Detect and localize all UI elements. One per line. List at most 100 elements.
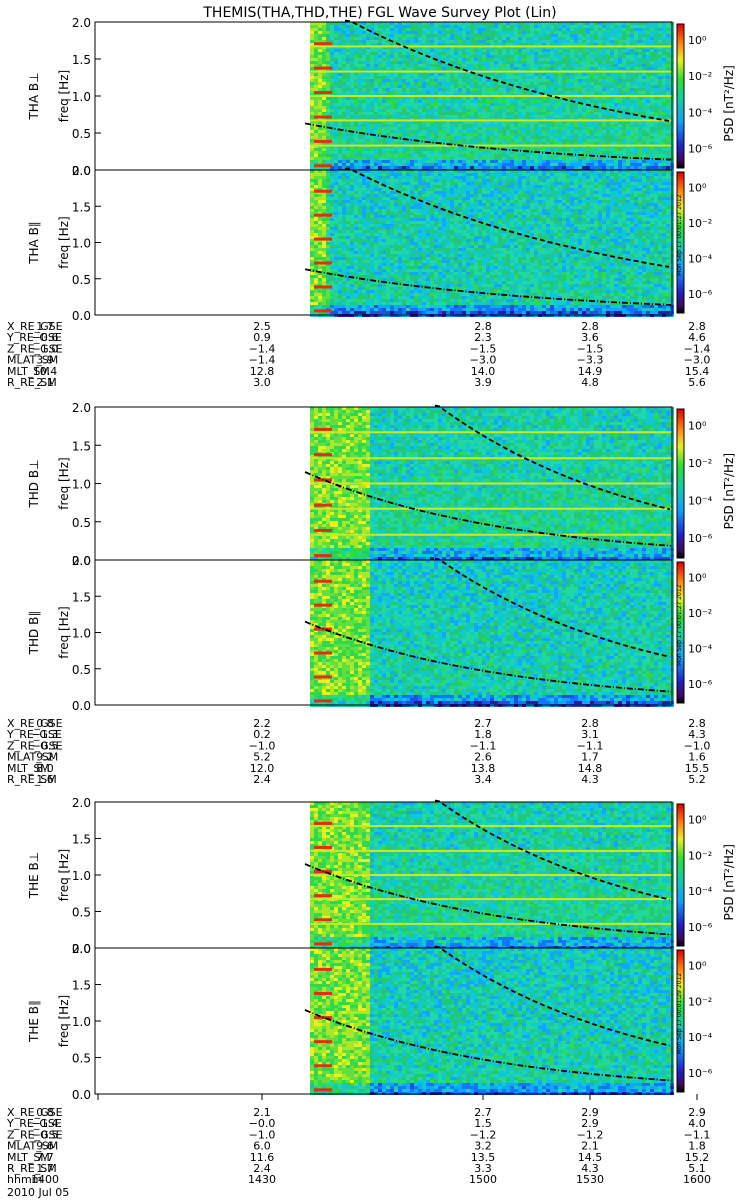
spectrogram-cell — [482, 46, 486, 49]
spectrogram-cell — [362, 52, 366, 55]
spectrogram-cell — [530, 79, 534, 82]
spectrogram-cell — [318, 203, 322, 206]
spectrogram-cell — [478, 85, 482, 88]
spectrogram-cell — [650, 31, 654, 34]
spectrogram-cell — [334, 233, 338, 236]
spectrogram-cell — [514, 46, 518, 49]
spectrogram-cell — [610, 100, 614, 103]
spectrogram-cell — [338, 302, 342, 305]
spectrogram-cell — [494, 28, 498, 31]
spectrogram-cell — [602, 124, 606, 127]
spectrogram-cell — [554, 115, 558, 118]
spectrogram-cell — [406, 100, 410, 103]
spectrogram-cell — [334, 166, 338, 169]
spectrogram-cell — [450, 124, 454, 127]
spectrogram-cell — [342, 100, 346, 103]
spectrogram-cell — [314, 251, 318, 254]
spectrogram-cell — [374, 124, 378, 127]
spectrogram-cell — [358, 79, 362, 82]
spectrogram-cell — [346, 52, 350, 55]
spectrogram-cell — [462, 25, 466, 28]
spectrogram-cell — [570, 25, 574, 28]
spectrogram-cell — [350, 91, 354, 94]
colorbar-tick-label: 10⁻⁶ — [688, 143, 713, 156]
spectrogram-cell — [398, 79, 402, 82]
spectrogram-cell — [394, 151, 398, 154]
spectrogram-cell — [310, 197, 314, 200]
spectrogram-cell — [382, 127, 386, 130]
spectrogram-cell — [578, 115, 582, 118]
spectrogram-cell — [454, 37, 458, 40]
spectrogram-cell — [530, 28, 534, 31]
spectrogram-cell — [486, 85, 490, 88]
spectrogram-cell — [378, 73, 382, 76]
spectrogram-cell — [482, 109, 486, 112]
spectrogram-cell — [546, 106, 550, 109]
spectrogram-cell — [398, 61, 402, 64]
spectrogram-cell — [482, 133, 486, 136]
spectrogram-cell — [378, 82, 382, 85]
spectrogram-cell — [358, 40, 362, 43]
spectrogram-cell — [450, 34, 454, 37]
spectrogram-cell — [334, 203, 338, 206]
spectrogram-cell — [574, 160, 578, 163]
spectrogram-cell — [566, 82, 570, 85]
spectrogram-cell — [666, 37, 670, 40]
spectrogram-cell — [406, 55, 410, 58]
spectrogram-cell — [378, 49, 382, 52]
spectrogram-cell — [322, 170, 326, 173]
spectrogram-cell — [438, 58, 442, 61]
spectrogram-cell — [558, 103, 562, 106]
spectrogram-cell — [414, 157, 418, 160]
spectrogram-cell — [406, 157, 410, 160]
spectrogram-cell — [322, 224, 326, 227]
spectrogram-cell — [318, 200, 322, 203]
spectrogram-cell — [322, 166, 326, 169]
spectrogram-cell — [662, 91, 666, 94]
spectrogram-cell — [598, 160, 602, 163]
spectrogram-cell — [514, 22, 518, 25]
spectrogram-cell — [318, 311, 322, 314]
spectrogram-cell — [658, 49, 662, 52]
spectrogram-cell — [426, 22, 430, 25]
spectrogram-cell — [594, 52, 598, 55]
spectrogram-cell — [590, 34, 594, 37]
spectrogram-cell — [334, 242, 338, 245]
spectrogram-cell — [338, 293, 342, 296]
spectrogram-cell — [566, 133, 570, 136]
spectrogram-cell — [310, 299, 314, 302]
spectrogram-cell — [606, 139, 610, 142]
spectrogram-cell — [450, 154, 454, 157]
spectrogram-cell — [422, 160, 426, 163]
spectrogram-cell — [602, 97, 606, 100]
spectrogram-cell — [310, 115, 314, 118]
spectrogram-cell — [314, 299, 318, 302]
spectrogram-cell — [642, 136, 646, 139]
spectrogram-cell — [574, 88, 578, 91]
spectrogram-cell — [574, 109, 578, 112]
spectrogram-cell — [526, 82, 530, 85]
spectrogram-cell — [490, 64, 494, 67]
spectrogram-cell — [334, 157, 338, 160]
spectrogram-cell — [658, 76, 662, 79]
spectrogram-cell — [662, 154, 666, 157]
spectrogram-cell — [598, 91, 602, 94]
spectrogram-cell — [326, 37, 330, 40]
spectrogram-cell — [314, 197, 318, 200]
spectrogram-cell — [474, 40, 478, 43]
spectrogram-cell — [574, 130, 578, 133]
spectrogram-cell — [634, 31, 638, 34]
spectrogram-cell — [366, 130, 370, 133]
spectrogram-cell — [554, 76, 558, 79]
spectrogram-cell — [630, 40, 634, 43]
spectrogram-cell — [410, 25, 414, 28]
spectrogram-cell — [586, 91, 590, 94]
spectrogram-cell — [630, 130, 634, 133]
spectrogram-cell — [334, 55, 338, 58]
spectrogram-cell — [546, 97, 550, 100]
spectrogram-cell — [450, 130, 454, 133]
spectrogram-cell — [474, 124, 478, 127]
spectrogram-cell — [486, 82, 490, 85]
spectrogram-cell — [606, 121, 610, 124]
spectrogram-cell — [550, 67, 554, 70]
